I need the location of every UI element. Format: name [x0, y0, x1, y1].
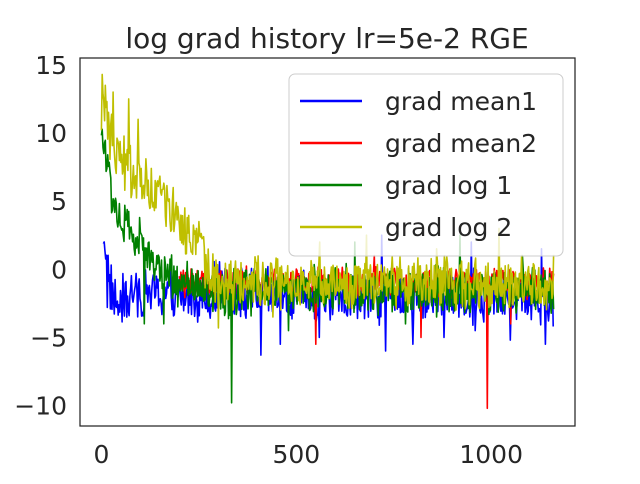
y-tick-label: 0 — [51, 255, 67, 284]
y-tick-label: 5 — [51, 187, 67, 216]
x-tick-label: 500 — [272, 440, 320, 469]
legend: grad mean1 grad mean2 grad log 1 grad lo… — [288, 73, 564, 257]
legend-label-grad-log-1: grad log 1 — [385, 171, 512, 200]
y-tick-label: −5 — [30, 323, 67, 352]
legend-label-grad-mean2: grad mean2 — [385, 129, 537, 158]
x-axis: 0 500 1000 — [93, 440, 523, 469]
series-line-grad-log-2 — [100, 73, 555, 329]
y-tick-label: 15 — [35, 51, 67, 80]
chart-title: log grad history lr=5e-2 RGE — [125, 22, 528, 55]
legend-label-grad-log-2: grad log 2 — [385, 213, 512, 242]
y-axis: 15 10 5 0 −5 −10 — [14, 51, 67, 421]
x-tick-label: 1000 — [459, 440, 523, 469]
y-tick-label: 10 — [35, 119, 67, 148]
x-tick-label: 0 — [93, 440, 109, 469]
plot-series-group — [100, 73, 555, 410]
y-tick-label: −10 — [14, 392, 67, 421]
plot-frame — [79, 57, 576, 427]
legend-label-grad-mean1: grad mean1 — [385, 87, 537, 116]
legend-box — [288, 73, 564, 257]
